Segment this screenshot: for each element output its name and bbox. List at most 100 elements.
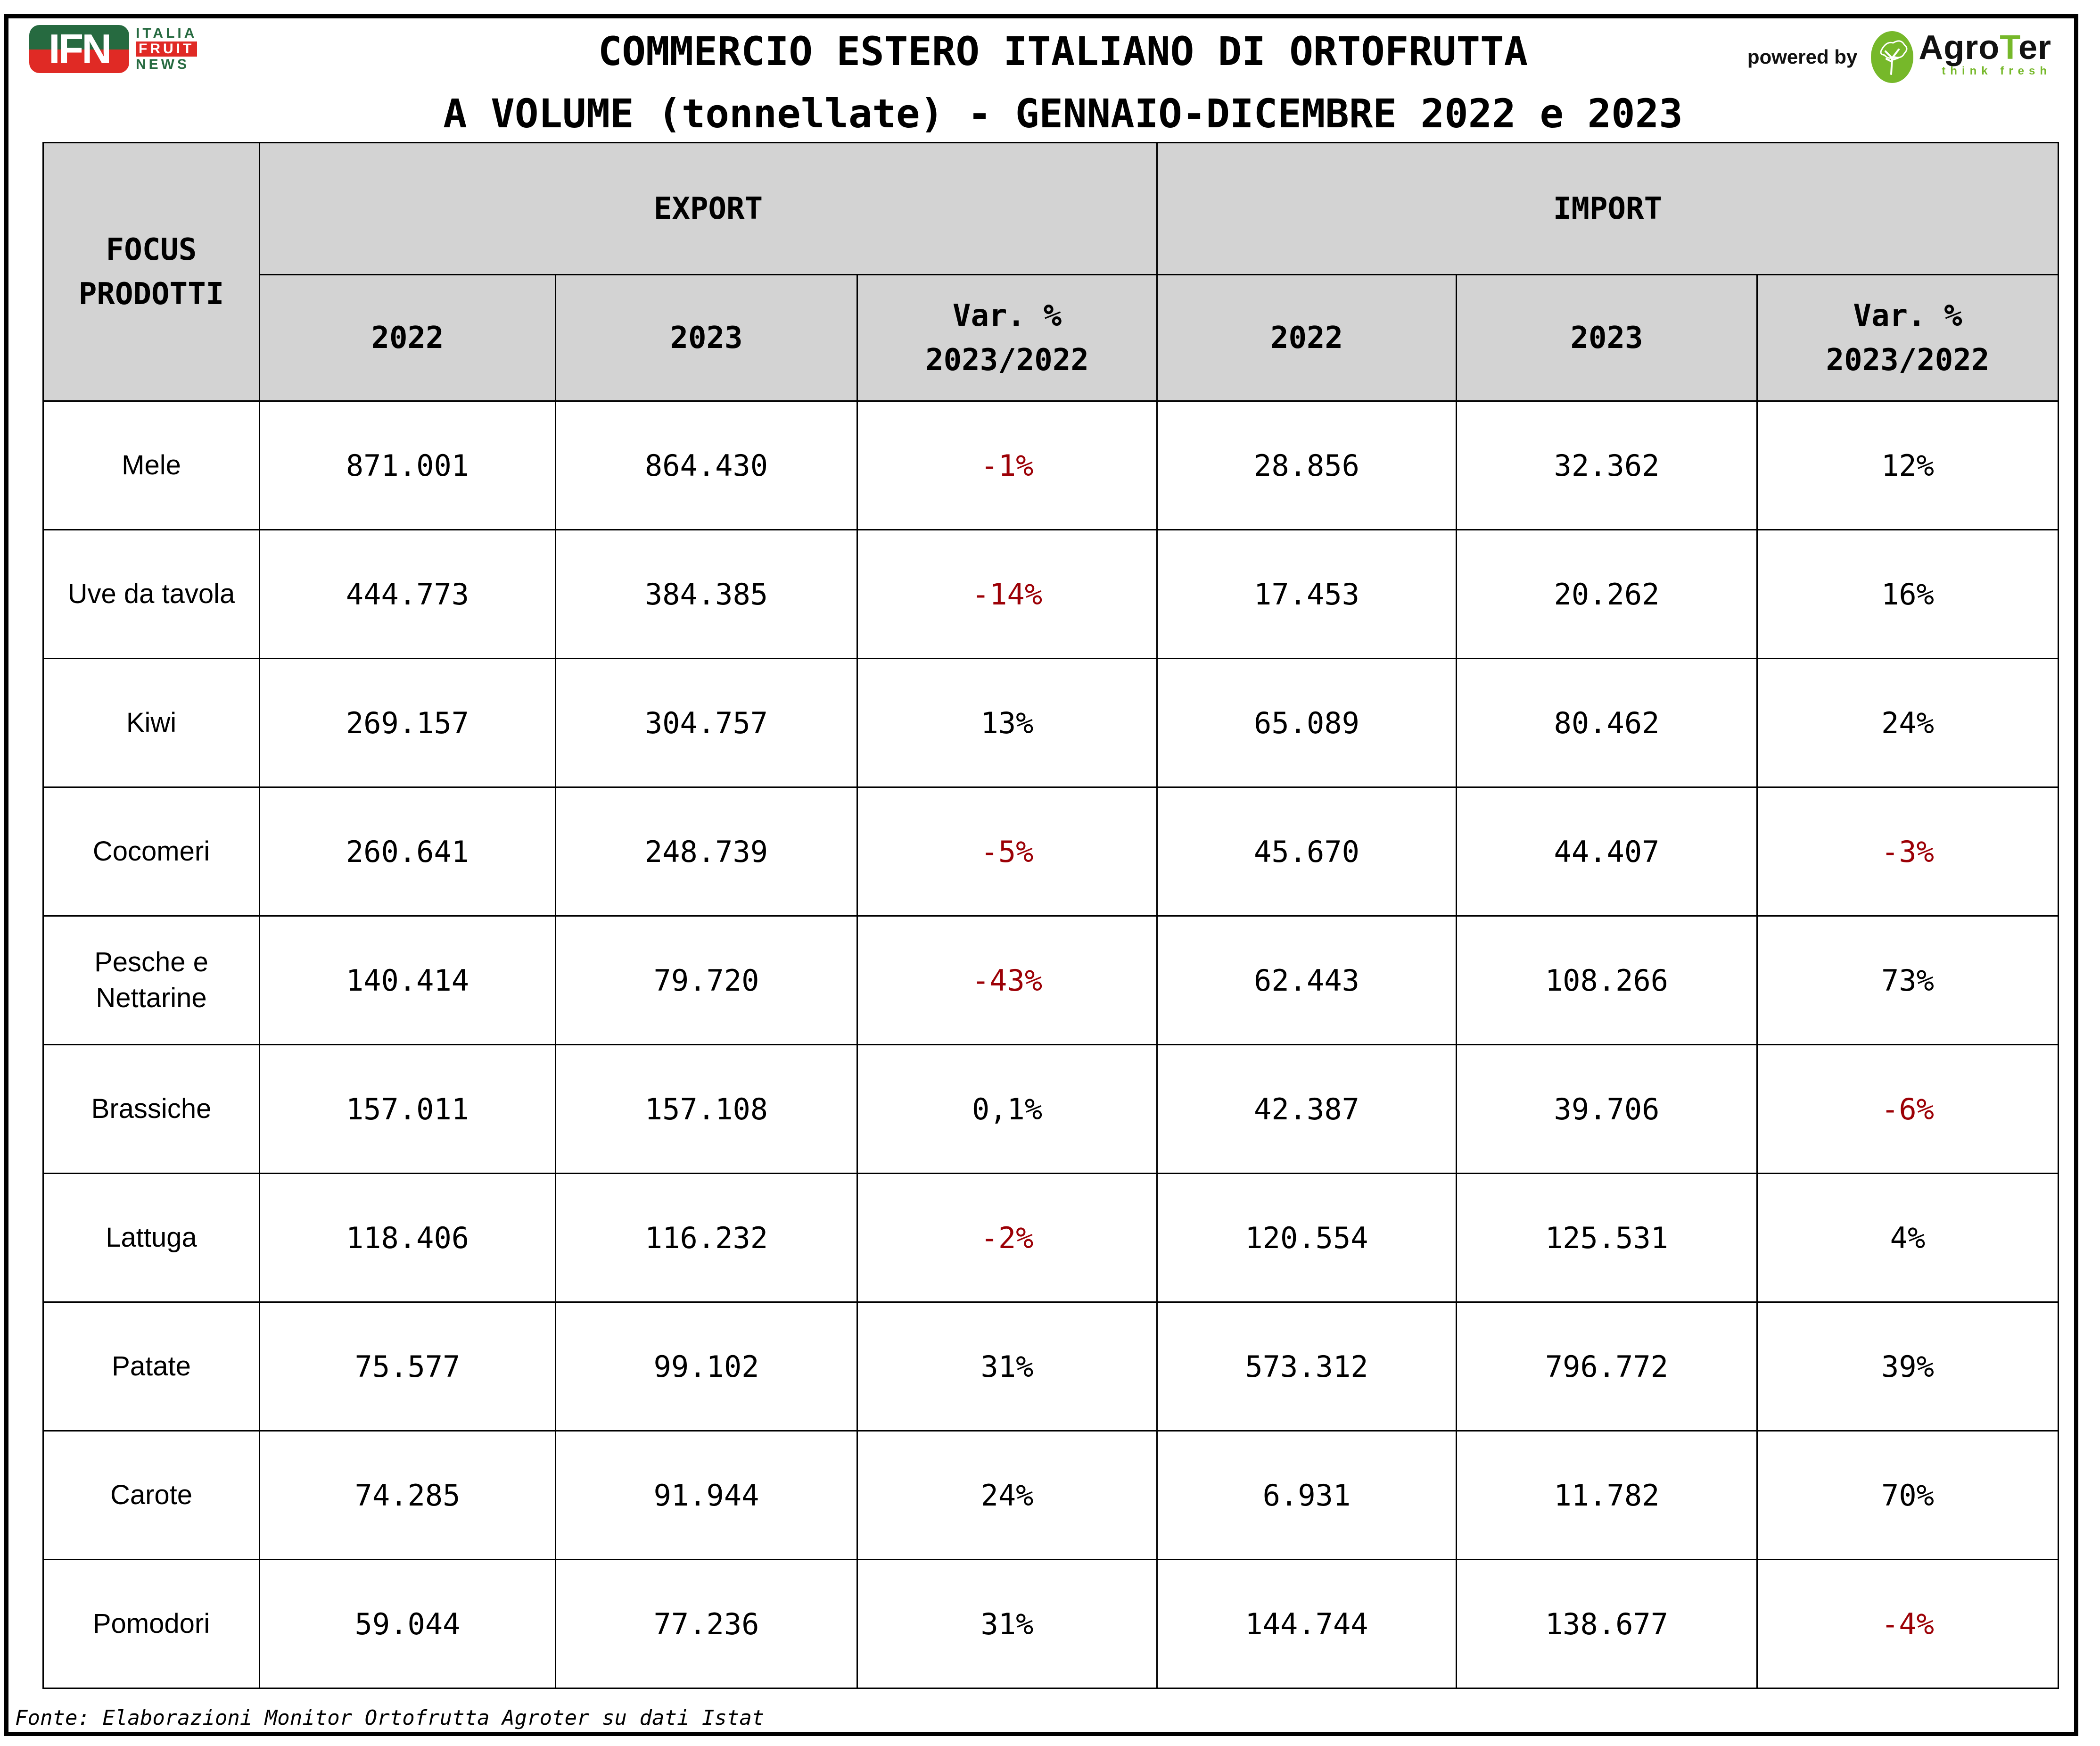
focus-label-line1: FOCUS xyxy=(106,232,197,267)
export-var-cell: 31% xyxy=(856,1301,1158,1432)
table-body: Mele 871.001 864.430 -1% 28.856 32.362 1… xyxy=(42,400,2059,1689)
product-name-cell: Uve da tavola xyxy=(42,529,260,659)
export-var-cell: -43% xyxy=(856,915,1158,1045)
export-var-cell: -14% xyxy=(856,529,1158,659)
import-var-cell: 70% xyxy=(1756,1430,2059,1560)
title-line-2: A VOLUME (tonnellate) - GENNAIO-DICEMBRE… xyxy=(443,91,1683,137)
agroter-name-t: T xyxy=(2000,29,2018,66)
import-var-cell: 16% xyxy=(1756,529,2059,659)
export-2022-cell: 871.001 xyxy=(259,400,556,530)
export-2023-cell: 91.944 xyxy=(555,1430,858,1560)
trade-table: FOCUS PRODOTTI EXPORT IMPORT 2022 2023 V… xyxy=(42,142,2059,1689)
export-2023-cell: 157.108 xyxy=(555,1044,858,1174)
ifn-acronym: IFN xyxy=(49,25,112,72)
page-frame: IFN ITALIA FRUIT NEWS COMMERCIO ESTERO I… xyxy=(4,14,2078,1736)
import-2022-cell: 6.931 xyxy=(1156,1430,1457,1560)
column-header-export-2022: 2022 xyxy=(259,274,556,402)
import-2023-cell: 39.706 xyxy=(1456,1044,1758,1174)
agroter-logo: AgroTer think fresh xyxy=(1870,31,2051,83)
agroter-name-prefix: Agro xyxy=(1919,29,2000,66)
export-2023-cell: 304.757 xyxy=(555,658,858,788)
import-2023-cell: 138.677 xyxy=(1456,1559,1758,1689)
import-2022-cell: 65.089 xyxy=(1156,658,1457,788)
import-2022-cell: 42.387 xyxy=(1156,1044,1457,1174)
import-2023-cell: 20.262 xyxy=(1456,529,1758,659)
export-var-cell: -1% xyxy=(856,400,1158,530)
import-var-cell: 12% xyxy=(1756,400,2059,530)
column-header-import-var: Var. % 2023/2022 xyxy=(1756,274,2059,402)
export-2022-cell: 75.577 xyxy=(259,1301,556,1432)
import-2022-cell: 144.744 xyxy=(1156,1559,1457,1689)
import-var-cell: 24% xyxy=(1756,658,2059,788)
ifn-logo-green-band xyxy=(29,25,129,50)
export-2022-cell: 269.157 xyxy=(259,658,556,788)
import-2023-cell: 44.407 xyxy=(1456,786,1758,917)
agroter-wordmark: AgroTer think fresh xyxy=(1919,31,2051,77)
export-2023-cell: 79.720 xyxy=(555,915,858,1045)
column-header-import-2023: 2023 xyxy=(1456,274,1758,402)
export-2022-cell: 74.285 xyxy=(259,1430,556,1560)
table-row: Patate 75.577 99.102 31% 573.312 796.772… xyxy=(42,1301,2059,1432)
export-2023-cell: 99.102 xyxy=(555,1301,858,1432)
table-row: Brassiche 157.011 157.108 0,1% 42.387 39… xyxy=(42,1044,2059,1174)
import-2023-cell: 125.531 xyxy=(1456,1173,1758,1303)
export-var-cell: 24% xyxy=(856,1430,1158,1560)
trade-table-wrap: FOCUS PRODOTTI EXPORT IMPORT 2022 2023 V… xyxy=(42,142,2059,1689)
table-row: Kiwi 269.157 304.757 13% 65.089 80.462 2… xyxy=(42,658,2059,788)
product-name-cell: Carote xyxy=(42,1430,260,1560)
import-2023-cell: 11.782 xyxy=(1456,1430,1758,1560)
export-2022-cell: 140.414 xyxy=(259,915,556,1045)
ifn-logo: IFN ITALIA FRUIT NEWS xyxy=(29,25,198,73)
product-name-cell: Pomodori xyxy=(42,1559,260,1689)
source-note: Fonte: Elaborazioni Monitor Ortofrutta A… xyxy=(15,1706,765,1730)
product-name-cell: Brassiche xyxy=(42,1044,260,1174)
table-row: Pomodori 59.044 77.236 31% 144.744 138.6… xyxy=(42,1559,2059,1689)
column-header-export-2023: 2023 xyxy=(555,274,858,402)
column-header-import-2022: 2022 xyxy=(1156,274,1457,402)
table-row: Pesche e Nettarine 140.414 79.720 -43% 6… xyxy=(42,915,2059,1045)
powered-by-block: powered by AgroTer think fresh xyxy=(1747,31,2051,83)
ifn-word-fruit: FRUIT xyxy=(136,41,198,57)
focus-label-line2: PRODOTTI xyxy=(78,276,224,312)
export-2023-cell: 77.236 xyxy=(555,1559,858,1689)
export-2022-cell: 444.773 xyxy=(259,529,556,659)
import-var-cell: 4% xyxy=(1756,1173,2059,1303)
import-2022-cell: 573.312 xyxy=(1156,1301,1457,1432)
product-name-cell: Pesche e Nettarine xyxy=(42,915,260,1045)
export-2023-cell: 116.232 xyxy=(555,1173,858,1303)
export-var-cell: 31% xyxy=(856,1559,1158,1689)
ifn-word-news: NEWS xyxy=(136,57,189,72)
export-var-line1: Var. % xyxy=(952,298,1062,333)
table-row: Carote 74.285 91.944 24% 6.931 11.782 70… xyxy=(42,1430,2059,1560)
export-2022-cell: 260.641 xyxy=(259,786,556,917)
import-var-line2: 2023/2022 xyxy=(1826,342,1990,378)
export-var-cell: -2% xyxy=(856,1173,1158,1303)
export-2023-cell: 384.385 xyxy=(555,529,858,659)
import-2022-cell: 120.554 xyxy=(1156,1173,1457,1303)
product-name-cell: Mele xyxy=(42,400,260,530)
export-2022-cell: 157.011 xyxy=(259,1044,556,1174)
import-var-cell: -4% xyxy=(1756,1559,2059,1689)
export-var-cell: 13% xyxy=(856,658,1158,788)
group-header-export: EXPORT xyxy=(259,142,1158,275)
table-row: Cocomeri 260.641 248.739 -5% 45.670 44.4… xyxy=(42,786,2059,917)
product-name-cell: Patate xyxy=(42,1301,260,1432)
import-var-cell: -6% xyxy=(1756,1044,2059,1174)
ifn-word-italia: ITALIA xyxy=(136,25,198,41)
column-header-focus-prodotti: FOCUS PRODOTTI xyxy=(42,142,260,402)
table-row: Mele 871.001 864.430 -1% 28.856 32.362 1… xyxy=(42,400,2059,530)
import-var-cell: 39% xyxy=(1756,1301,2059,1432)
export-2023-cell: 864.430 xyxy=(555,400,858,530)
group-header-import: IMPORT xyxy=(1156,142,2059,275)
ifn-logo-icon: IFN xyxy=(29,25,129,73)
table-row: Lattuga 118.406 116.232 -2% 120.554 125.… xyxy=(42,1173,2059,1303)
table-row: Uve da tavola 444.773 384.385 -14% 17.45… xyxy=(42,529,2059,659)
export-2022-cell: 118.406 xyxy=(259,1173,556,1303)
import-2023-cell: 80.462 xyxy=(1456,658,1758,788)
import-2022-cell: 62.443 xyxy=(1156,915,1457,1045)
import-2022-cell: 45.670 xyxy=(1156,786,1457,917)
import-var-cell: 73% xyxy=(1756,915,2059,1045)
import-2023-cell: 108.266 xyxy=(1456,915,1758,1045)
agroter-tree-icon xyxy=(1871,31,1914,83)
ifn-logo-red-band xyxy=(29,50,129,73)
